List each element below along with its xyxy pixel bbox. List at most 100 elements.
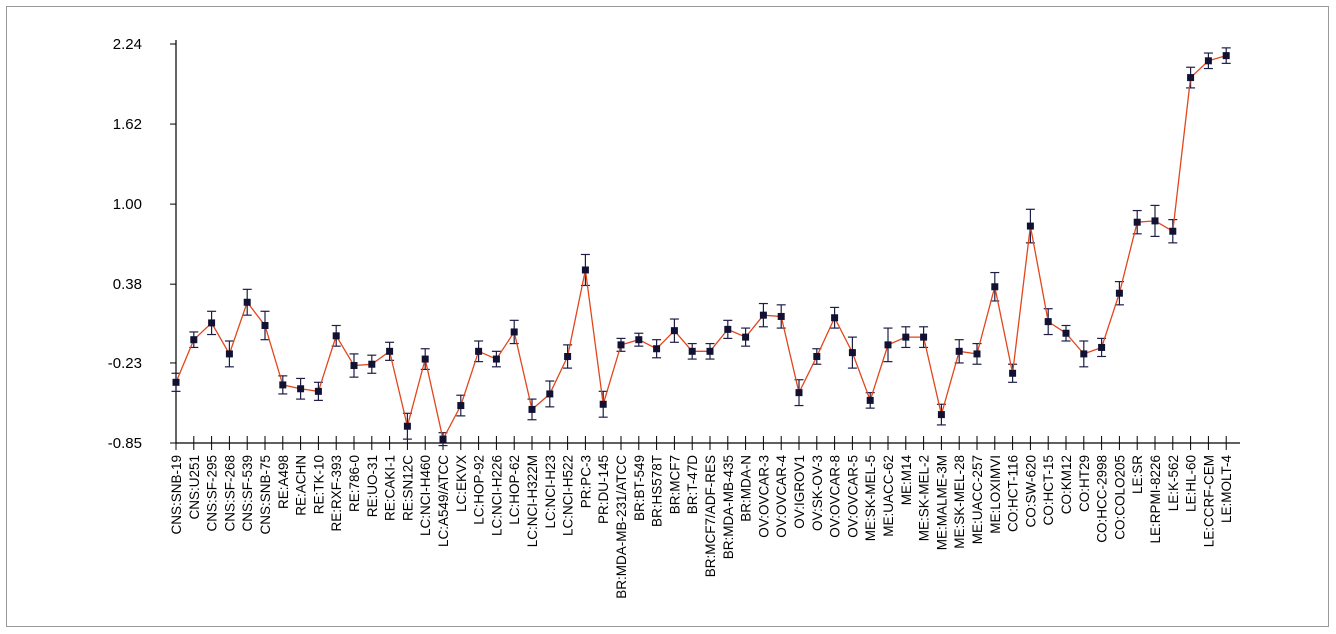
- data-point-marker: [1151, 217, 1159, 225]
- x-tick-label: BR:MCF7/ADF-RES: [703, 455, 718, 577]
- x-tick-label: CO:KM12: [1059, 455, 1074, 514]
- y-tick-label: 0.38: [113, 276, 142, 293]
- data-point-marker: [1169, 227, 1177, 235]
- data-point-marker: [172, 378, 180, 386]
- data-point-marker: [848, 349, 856, 357]
- x-tick-label: OV:OVCAR-4: [774, 455, 789, 538]
- x-tick-label: ME:M14: [899, 455, 914, 506]
- x-tick-label: LC:NCI-H23: [543, 455, 558, 529]
- x-tick-label: CO:HCC-2998: [1095, 455, 1110, 543]
- x-tick-label: LE:MOLT-4: [1219, 455, 1234, 524]
- data-point-marker: [1222, 52, 1230, 60]
- x-tick-label: PR:DU-145: [596, 455, 611, 524]
- data-point-marker: [314, 387, 322, 395]
- data-point-marker: [439, 435, 447, 443]
- data-point-marker: [955, 347, 963, 355]
- data-point-marker: [403, 422, 411, 430]
- x-tick-label: OV:OVCAR-3: [756, 455, 771, 538]
- x-tick-label: BR:T-47D: [685, 455, 700, 515]
- x-tick-label: OV:SK-OV-3: [810, 455, 825, 531]
- x-tick-label: RE:UO-31: [365, 455, 380, 517]
- data-point-marker: [225, 350, 233, 358]
- x-tick-label: BR:HS578T: [650, 455, 665, 527]
- x-tick-label: ME:MALME-3M: [934, 455, 949, 550]
- data-point-marker: [831, 314, 839, 322]
- x-tick-label: CNS:SF-295: [205, 455, 220, 532]
- data-point-marker: [902, 333, 910, 341]
- x-tick-label: BR:MDA-MB-435: [721, 455, 736, 559]
- data-point-marker: [813, 352, 821, 360]
- data-point-marker: [920, 333, 928, 341]
- x-tick-label: RE:RXF-393: [329, 455, 344, 532]
- x-tick-label: PR:PC-3: [578, 455, 593, 508]
- x-tick-label: LC:NCI-H226: [489, 455, 504, 536]
- data-point-marker: [297, 385, 305, 393]
- x-tick-label: OV:OVCAR-8: [828, 455, 843, 538]
- data-point-marker: [546, 390, 554, 398]
- data-point-marker: [795, 389, 803, 397]
- data-point-marker: [1026, 222, 1034, 230]
- x-tick-label: RE:ACHN: [294, 455, 309, 516]
- data-point-marker: [1009, 369, 1017, 377]
- x-tick-label: BR:MDA-MB-231/ATCC: [614, 455, 629, 599]
- y-tick-label: 2.24: [113, 36, 142, 53]
- data-point-marker: [635, 336, 643, 344]
- x-tick-label: CO:HCT-116: [1006, 455, 1021, 532]
- data-point-marker: [581, 266, 589, 274]
- data-point-marker: [706, 347, 714, 355]
- data-point-marker: [475, 347, 483, 355]
- data-point-marker: [261, 321, 269, 329]
- x-tick-label: CNS:U251: [187, 455, 202, 520]
- x-tick-label: ME:UACC-62: [881, 455, 896, 537]
- x-tick-label: ME:UACC-257: [970, 455, 985, 544]
- x-tick-label: LE:SR: [1130, 455, 1145, 494]
- x-tick-label: CNS:SNB-19: [169, 455, 184, 535]
- x-tick-label: LC:NCI-H322M: [525, 455, 540, 547]
- x-tick-label: LC:EKVX: [454, 455, 469, 512]
- x-tick-label: BR:MDA-N: [739, 455, 754, 522]
- data-point-marker: [937, 411, 945, 419]
- x-tick-label: RE:SN12C: [400, 455, 415, 521]
- x-tick-label: OV:OVCAR-5: [845, 455, 860, 538]
- x-axis-ticks: CNS:SNB-19 CNS:U251 CNS:SF-295 CNS:SF-268 CN…: [169, 436, 1234, 599]
- data-point-marker: [742, 333, 750, 341]
- data-point-marker: [866, 396, 874, 404]
- data-point-marker: [510, 328, 518, 336]
- data-point-marker: [190, 336, 198, 344]
- x-tick-label: LC:NCI-H460: [418, 455, 433, 536]
- data-point-marker: [599, 400, 607, 408]
- data-point-marker: [368, 360, 376, 368]
- data-point-marker: [243, 298, 251, 306]
- y-tick-label: 1.62: [113, 116, 142, 133]
- x-tick-label: BR:BT-549: [632, 455, 647, 521]
- data-point-marker: [1187, 74, 1195, 82]
- x-tick-label: LC:A549/ATCC: [436, 455, 451, 547]
- data-point-marker: [457, 402, 465, 410]
- x-tick-label: LC:HOP-62: [507, 455, 522, 525]
- y-axis-ticks: 2.24 1.62 1.00 0.38 -0.23 -0.85: [108, 36, 176, 452]
- axes: [175, 40, 1240, 444]
- x-tick-label: CO:HCT-15: [1041, 455, 1056, 526]
- error-bars: [171, 47, 1231, 447]
- x-tick-label: CNS:SF-268: [222, 455, 237, 532]
- data-point-marker: [350, 362, 358, 370]
- x-tick-label: RE:786-0: [347, 455, 362, 512]
- data-point-marker: [1204, 57, 1212, 65]
- data-point-marker: [332, 332, 340, 340]
- series-line: [175, 54, 1227, 441]
- data-point-marker: [759, 311, 767, 319]
- data-point-marker: [724, 325, 732, 333]
- data-point-marker: [1098, 343, 1106, 351]
- x-tick-label: RE:CAKI-1: [383, 455, 398, 521]
- x-tick-label: ME:LOXIMVI: [988, 455, 1003, 534]
- data-point-marker: [777, 312, 785, 320]
- x-tick-label: ME:SK-MEL-2: [917, 455, 932, 541]
- data-point-marker: [653, 345, 661, 353]
- y-tick-label: -0.23: [108, 355, 142, 372]
- data-point-marker: [1133, 218, 1141, 226]
- x-tick-label: OV:IGROV1: [792, 455, 807, 529]
- x-tick-label: CO:SW-620: [1023, 455, 1038, 528]
- x-tick-label: LE:K-562: [1166, 455, 1181, 511]
- data-point-marker: [617, 341, 625, 349]
